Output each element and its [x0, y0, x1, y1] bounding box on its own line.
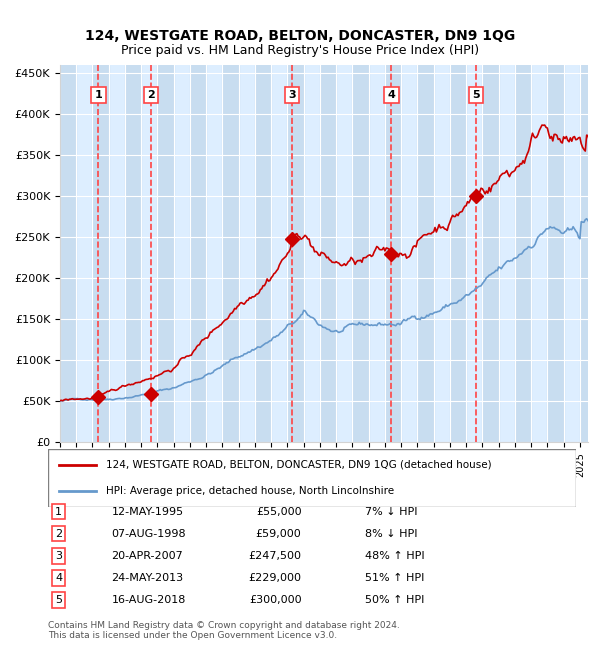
Text: 124, WESTGATE ROAD, BELTON, DONCASTER, DN9 1QG (detached house): 124, WESTGATE ROAD, BELTON, DONCASTER, D…: [106, 460, 492, 470]
Text: Price paid vs. HM Land Registry's House Price Index (HPI): Price paid vs. HM Land Registry's House …: [121, 44, 479, 57]
Text: 3: 3: [289, 90, 296, 100]
Text: 20-APR-2007: 20-APR-2007: [112, 551, 183, 561]
Bar: [190, 65, 206, 442]
Bar: [255, 65, 271, 442]
Text: 16-AUG-2018: 16-AUG-2018: [112, 595, 186, 605]
Bar: [352, 65, 368, 442]
Bar: [515, 65, 531, 442]
Text: 48% ↑ HPI: 48% ↑ HPI: [365, 551, 424, 561]
Text: 4: 4: [55, 573, 62, 583]
Text: Contains HM Land Registry data © Crown copyright and database right 2024.
This d: Contains HM Land Registry data © Crown c…: [48, 621, 400, 640]
Text: £59,000: £59,000: [256, 528, 301, 539]
Bar: [60, 65, 76, 442]
Text: 07-AUG-1998: 07-AUG-1998: [112, 528, 186, 539]
Text: £247,500: £247,500: [248, 551, 301, 561]
Bar: [385, 65, 401, 442]
Text: 7% ↓ HPI: 7% ↓ HPI: [365, 506, 418, 517]
Bar: [92, 65, 109, 442]
FancyBboxPatch shape: [48, 448, 576, 507]
Bar: [482, 65, 499, 442]
Bar: [418, 65, 434, 442]
Bar: [287, 65, 304, 442]
Text: 8% ↓ HPI: 8% ↓ HPI: [365, 528, 418, 539]
Bar: [580, 65, 596, 442]
Bar: [157, 65, 174, 442]
Text: £229,000: £229,000: [248, 573, 301, 583]
Text: £300,000: £300,000: [249, 595, 301, 605]
Text: 5: 5: [55, 595, 62, 605]
Text: £55,000: £55,000: [256, 506, 301, 517]
Text: 12-MAY-1995: 12-MAY-1995: [112, 506, 184, 517]
Text: 3: 3: [55, 551, 62, 561]
Text: 1: 1: [55, 506, 62, 517]
Text: 2: 2: [147, 90, 155, 100]
Text: 1: 1: [94, 90, 102, 100]
Bar: [450, 65, 466, 442]
Text: 4: 4: [388, 90, 395, 100]
Bar: [223, 65, 239, 442]
Bar: [547, 65, 563, 442]
Text: 24-MAY-2013: 24-MAY-2013: [112, 573, 184, 583]
Text: 2: 2: [55, 528, 62, 539]
Text: 124, WESTGATE ROAD, BELTON, DONCASTER, DN9 1QG: 124, WESTGATE ROAD, BELTON, DONCASTER, D…: [85, 29, 515, 44]
Bar: [125, 65, 141, 442]
Text: 5: 5: [472, 90, 480, 100]
Text: 50% ↑ HPI: 50% ↑ HPI: [365, 595, 424, 605]
Text: HPI: Average price, detached house, North Lincolnshire: HPI: Average price, detached house, Nort…: [106, 486, 394, 495]
Bar: [320, 65, 336, 442]
Text: 51% ↑ HPI: 51% ↑ HPI: [365, 573, 424, 583]
